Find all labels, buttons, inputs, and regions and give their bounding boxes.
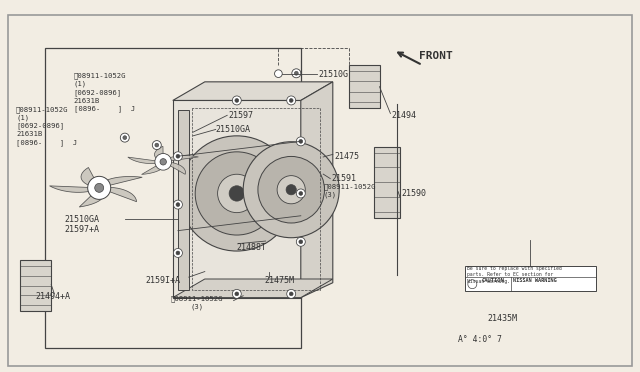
Circle shape [179,136,294,251]
Bar [465,266,596,291]
Text: CAUTION: CAUTION [481,278,504,283]
Bar [20,260,51,311]
Polygon shape [168,163,186,174]
Circle shape [173,200,182,209]
Circle shape [277,176,305,204]
Circle shape [218,174,256,213]
Circle shape [296,137,305,146]
Polygon shape [81,167,97,186]
Circle shape [88,176,111,199]
Polygon shape [49,186,91,192]
Text: 21510GA: 21510GA [216,125,251,134]
Polygon shape [154,146,163,159]
Text: Be sure to replace with specified
parts. Refer to EC section for
Nissan warning.: Be sure to replace with specified parts.… [467,266,562,283]
Polygon shape [173,279,333,298]
Polygon shape [173,82,333,100]
Circle shape [155,143,159,147]
Text: 21475: 21475 [335,152,360,161]
Bar [178,110,189,290]
Text: ⓝ08911-1052G
(3): ⓝ08911-1052G (3) [171,296,223,310]
Text: 21494+A: 21494+A [35,292,70,301]
Circle shape [195,152,278,235]
Text: ⓝ08911-1052G
(3): ⓝ08911-1052G (3) [323,183,376,198]
Circle shape [287,96,296,105]
Circle shape [176,203,180,206]
Circle shape [296,237,305,246]
Circle shape [176,154,180,158]
Circle shape [289,99,293,102]
Circle shape [299,192,303,195]
Circle shape [176,251,180,255]
Circle shape [229,186,244,201]
Circle shape [299,140,303,143]
Circle shape [123,136,127,140]
Circle shape [296,189,305,198]
Text: 21510G: 21510G [318,70,348,79]
Polygon shape [173,100,301,298]
Text: 2159I+A: 2159I+A [146,276,181,285]
Polygon shape [141,165,164,174]
Polygon shape [301,82,333,298]
Circle shape [232,289,241,298]
Polygon shape [102,176,142,185]
Circle shape [275,70,282,77]
Circle shape [287,289,296,298]
Polygon shape [128,157,156,164]
Circle shape [155,154,172,170]
Circle shape [95,183,104,192]
Circle shape [173,248,182,257]
Circle shape [120,133,129,142]
Bar [349,65,380,108]
Text: 21510GA: 21510GA [64,215,99,224]
Circle shape [160,158,166,165]
Text: 21475M: 21475M [264,276,294,285]
Text: 21597+A: 21597+A [64,225,99,234]
Circle shape [286,185,296,195]
Circle shape [294,71,298,75]
Circle shape [292,69,301,78]
Circle shape [289,292,293,296]
Circle shape [173,152,182,161]
Bar [374,147,400,218]
Circle shape [299,240,303,244]
Circle shape [235,292,239,296]
Polygon shape [79,192,104,207]
Text: NISSAN WARNING: NISSAN WARNING [513,278,557,283]
Circle shape [235,99,239,102]
Text: A° 4:0° 7: A° 4:0° 7 [458,335,502,344]
Text: 21597: 21597 [228,111,253,120]
Text: 21435M: 21435M [488,314,518,323]
Circle shape [258,157,324,223]
Text: 21590: 21590 [401,189,426,198]
Circle shape [232,96,241,105]
Text: FRONT: FRONT [419,51,453,61]
Text: ⓝ08911-1052G
(1)
[0692-0896]
21631B
[0896-    ]  J: ⓝ08911-1052G (1) [0692-0896] 21631B [089… [74,73,135,112]
Polygon shape [167,155,198,161]
Text: 21591: 21591 [332,174,356,183]
Text: 21488T: 21488T [237,243,267,251]
Text: ⓝ08911-1052G
(1)
[0692-0896]
21631B
[0896-    ]  J: ⓝ08911-1052G (1) [0692-0896] 21631B [089… [16,106,77,145]
Text: 21494: 21494 [392,111,417,120]
Circle shape [243,142,339,238]
Circle shape [152,141,161,150]
Polygon shape [108,187,136,202]
